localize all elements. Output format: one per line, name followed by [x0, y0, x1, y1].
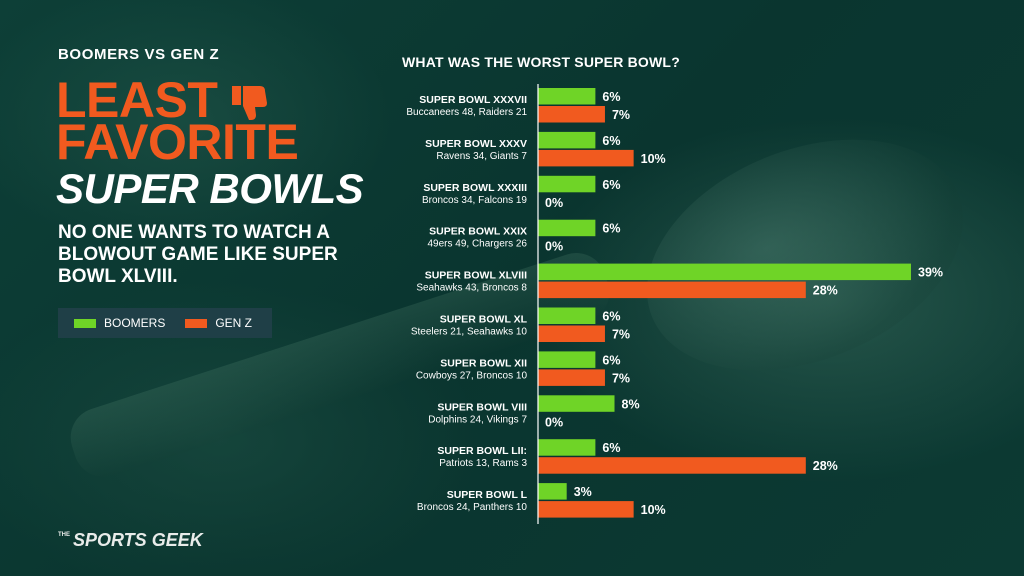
bar	[538, 325, 605, 342]
category-score: Steelers 21, Seahawks 10	[411, 327, 528, 338]
data-label: 3%	[574, 485, 592, 499]
category-score: Broncos 34, Falcons 19	[422, 195, 527, 206]
bar	[538, 149, 634, 167]
category-score: 49ers 49, Chargers 26	[427, 239, 527, 250]
bar	[538, 88, 596, 105]
category-score: Buccaneers 48, Raiders 21	[406, 107, 527, 118]
data-label: 10%	[641, 503, 666, 517]
category-label: SUPER BOWL XL	[440, 314, 528, 326]
bar	[538, 501, 634, 518]
legend-label-genz: GEN Z	[215, 316, 253, 330]
data-label: 6%	[602, 90, 620, 104]
bar	[538, 175, 596, 193]
data-label: 6%	[602, 310, 620, 324]
bar	[538, 131, 596, 149]
brand-logo: THE SPORTS GEEK	[58, 530, 203, 551]
data-label: 0%	[545, 196, 563, 210]
thumbs-down-icon	[232, 86, 267, 120]
bar	[538, 263, 911, 281]
category-label: SUPER BOWL VIII	[437, 401, 527, 413]
category-label: SUPER BOWL XXIX	[429, 226, 527, 238]
data-label: 6%	[602, 353, 620, 367]
legend-item-boomers: BOOMERS	[74, 316, 165, 330]
category-label: SUPER BOWL XXXV	[425, 138, 527, 150]
category-label: SUPER BOWL XLVIII	[425, 270, 527, 282]
category-score: Ravens 34, Giants 7	[436, 151, 527, 162]
bar	[538, 457, 806, 474]
bar	[538, 483, 567, 500]
data-label: 6%	[602, 441, 620, 455]
legend-label-boomers: BOOMERS	[104, 316, 166, 330]
bar	[538, 351, 596, 368]
data-label: 0%	[545, 240, 563, 254]
brand-name: SPORTS GEEK	[73, 530, 203, 550]
data-label: 10%	[641, 152, 666, 166]
bar	[538, 369, 605, 386]
data-label: 7%	[612, 108, 630, 122]
brand-small: THE	[58, 532, 70, 538]
chart-title: WHAT WAS THE WORST SUPER BOWL?	[402, 54, 680, 70]
legend-item-genz: GEN Z	[185, 316, 252, 330]
data-label: 6%	[602, 178, 620, 192]
legend: BOOMERS GEN Z	[58, 308, 272, 338]
bar	[538, 307, 596, 324]
data-label: 0%	[545, 415, 563, 429]
bar	[538, 219, 596, 237]
data-label: 7%	[612, 371, 630, 385]
title-line-3: SUPER BOWLS	[56, 165, 364, 212]
category-score: Broncos 24, Panthers 10	[417, 502, 528, 513]
data-label: 6%	[602, 134, 620, 148]
title-line-1: LEAST	[56, 72, 218, 128]
category-label: SUPER BOWL L	[447, 489, 528, 501]
data-label: 39%	[918, 266, 943, 280]
category-label: SUPER BOWL LII:	[437, 445, 527, 457]
eyebrow: BOOMERS VS GEN Z	[58, 46, 220, 63]
bar	[538, 281, 806, 299]
legend-swatch-boomers	[74, 318, 96, 328]
title-line-2: FAVORITE	[56, 114, 299, 170]
data-label: 8%	[622, 397, 640, 411]
subtitle: NO ONE WANTS TO WATCH A BLOWOUT GAME LIK…	[58, 222, 338, 287]
data-label: 6%	[602, 222, 620, 236]
category-label: SUPER BOWL XXXIII	[423, 182, 527, 194]
category-score: Cowboys 27, Broncos 10	[416, 370, 528, 381]
bar	[538, 439, 596, 456]
bar	[538, 106, 605, 123]
bar	[538, 395, 615, 412]
data-label: 28%	[813, 284, 838, 298]
category-score: Patriots 13, Rams 3	[439, 458, 527, 469]
data-label: 7%	[612, 328, 630, 342]
category-score: Seahawks 43, Broncos 8	[416, 283, 527, 294]
category-label: SUPER BOWL XXXVII	[419, 94, 527, 106]
data-label: 28%	[813, 459, 838, 473]
category-label: SUPER BOWL XII	[440, 357, 527, 369]
legend-swatch-genz	[185, 318, 208, 328]
category-score: Dolphins 24, Vikings 7	[428, 414, 527, 425]
